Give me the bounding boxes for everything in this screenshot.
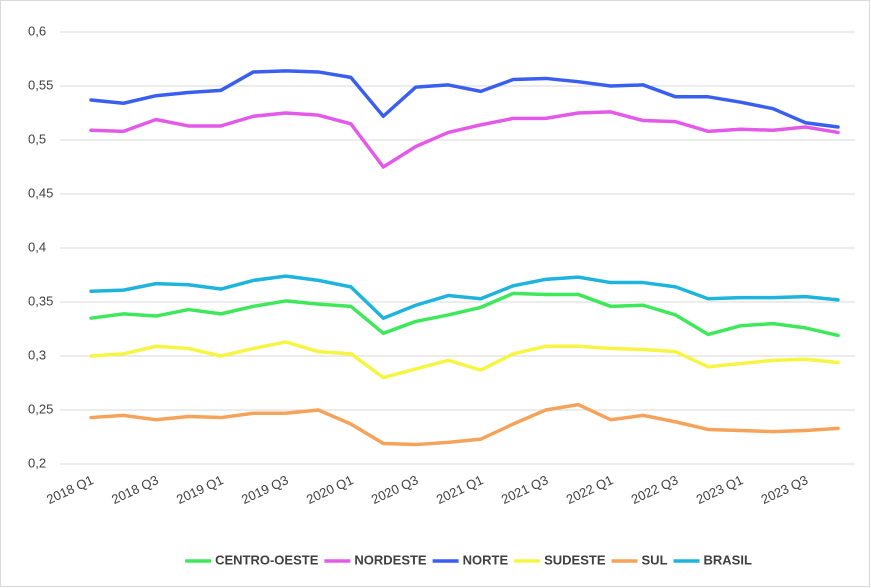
legend-label: NORDESTE [354,552,427,567]
y-tick-label: 0,5 [28,131,46,146]
series-line [89,69,840,129]
legend-label: BRASIL [704,552,752,567]
legend-label: SUL [642,552,668,567]
series-line [89,274,840,320]
y-tick-label: 0,25 [28,401,53,416]
y-tick-label: 0,35 [28,293,53,308]
y-tick-label: 0,4 [28,239,46,254]
series-line [89,110,840,169]
y-tick-label: 0,3 [28,347,46,362]
y-tick-label: 0,6 [28,23,46,38]
legend-label: CENTRO-OESTE [215,552,319,567]
legend-label: NORTE [463,552,509,567]
series-line [89,402,840,447]
y-tick-label: 0,55 [28,77,53,92]
legend-label: SUDESTE [544,552,606,567]
series-line [89,340,840,380]
y-tick-label: 0,2 [28,455,46,470]
y-tick-label: 0,45 [28,185,53,200]
series-line [89,291,840,338]
